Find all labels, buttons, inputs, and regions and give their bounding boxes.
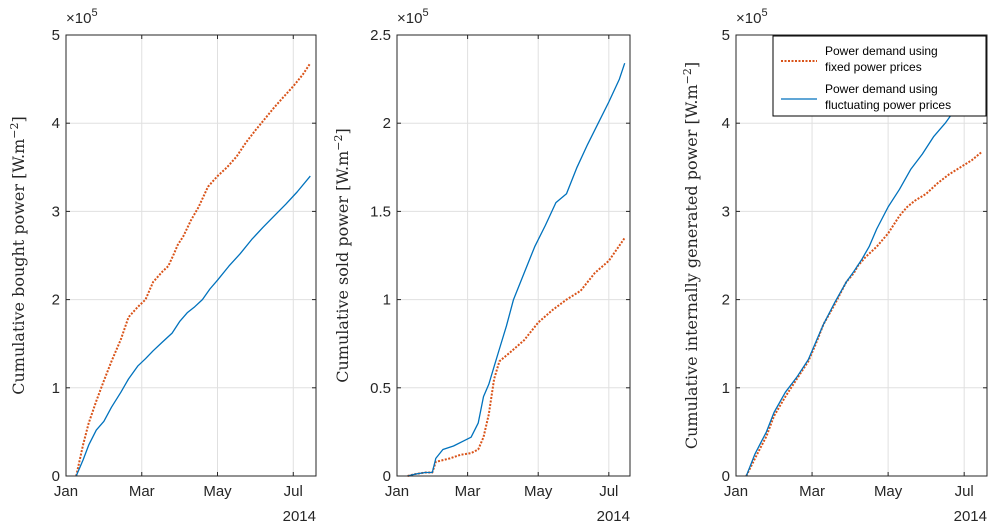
legend: Power demand using fixed power prices Powe… bbox=[772, 35, 987, 117]
y-axis-unit-close: ] bbox=[9, 116, 28, 122]
y-tick-label: 2.5 bbox=[370, 27, 391, 44]
y-axis-label-text: Cumulative bought power bbox=[9, 184, 28, 395]
legend-entry-line2: fixed power prices bbox=[825, 60, 922, 74]
x-year-label: 2014 bbox=[597, 508, 630, 525]
x-year-label: 2014 bbox=[283, 508, 316, 525]
y-tick-label: 0.5 bbox=[370, 380, 391, 397]
y-multiplier-base: ×10 bbox=[736, 10, 761, 27]
y-axis-label: Cumulative bought power [W.m−2] bbox=[8, 116, 28, 394]
x-tick-label: May bbox=[524, 483, 553, 500]
y-tick-label: 0 bbox=[722, 468, 730, 485]
plot-area bbox=[397, 35, 630, 476]
y-tick-label: 2 bbox=[383, 115, 391, 132]
series-line-fluctuating bbox=[75, 175, 311, 477]
y-tick-label: 2 bbox=[52, 292, 60, 309]
axes-box bbox=[735, 34, 988, 477]
chart-panel-2: Jan Mar May Jul 0 0.5 1 1.5 2 2.5 2014 ×105 Cumulati… bbox=[332, 7, 631, 525]
y-multiplier: ×105 bbox=[66, 7, 98, 27]
y-multiplier: ×105 bbox=[397, 7, 429, 27]
y-multiplier: ×105 bbox=[736, 7, 768, 27]
y-multiplier-exponent: 5 bbox=[422, 7, 428, 19]
y-tick-label: 3 bbox=[722, 203, 730, 220]
y-axis-label-text: Cumulative internally generated power bbox=[682, 129, 701, 449]
y-multiplier-exponent: 5 bbox=[91, 7, 97, 19]
y-axis-unit: [W.m bbox=[333, 151, 352, 191]
y-tick-label: 1.5 bbox=[370, 203, 391, 220]
legend-entry-line1: Power demand using bbox=[825, 44, 938, 58]
axes-box bbox=[65, 34, 317, 477]
x-tick-label: Mar bbox=[799, 483, 825, 500]
legend-entry-line1: Power demand using bbox=[825, 82, 938, 96]
x-tick-label: May bbox=[203, 483, 232, 500]
y-tick-label: 5 bbox=[52, 27, 60, 44]
legend-entry-line2: fluctuating power prices bbox=[825, 98, 951, 112]
plot-area bbox=[66, 35, 316, 476]
y-axis-unit: [W.m bbox=[9, 139, 28, 179]
y-multiplier-base: ×10 bbox=[397, 10, 422, 27]
y-tick-label: 1 bbox=[722, 380, 730, 397]
series-line-fluctuating bbox=[745, 112, 954, 477]
series-line-fluctuating bbox=[407, 62, 626, 477]
y-axis-unit: [W.m bbox=[682, 84, 701, 124]
y-multiplier-base: ×10 bbox=[66, 10, 91, 27]
x-year-label: 2014 bbox=[954, 508, 987, 525]
y-axis-unit-close: ] bbox=[682, 62, 701, 68]
y-tick-label: 1 bbox=[383, 292, 391, 309]
x-tick-label: May bbox=[874, 483, 903, 500]
y-axis-unit-exponent: −2 bbox=[681, 68, 694, 84]
legend-box bbox=[772, 35, 987, 117]
x-tick-label: Jul bbox=[955, 483, 974, 500]
x-tick-label: Jan bbox=[385, 483, 409, 500]
x-tick-label: Mar bbox=[455, 483, 481, 500]
y-multiplier-exponent: 5 bbox=[761, 7, 767, 19]
y-tick-label: 4 bbox=[52, 115, 60, 132]
y-tick-label: 1 bbox=[52, 380, 60, 397]
y-axis-unit-exponent: −2 bbox=[8, 123, 21, 139]
x-tick-label: Jan bbox=[724, 483, 748, 500]
y-tick-label: 5 bbox=[722, 27, 730, 44]
x-tick-label: Mar bbox=[129, 483, 155, 500]
y-axis-label: Cumulative sold power [W.m−2] bbox=[332, 128, 352, 383]
y-tick-label: 4 bbox=[722, 115, 730, 132]
y-tick-label: 0 bbox=[383, 468, 391, 485]
x-tick-label: Jul bbox=[284, 483, 303, 500]
y-axis-label: Cumulative internally generated power [W… bbox=[681, 62, 701, 449]
y-tick-label: 0 bbox=[52, 468, 60, 485]
y-axis-label-text: Cumulative sold power bbox=[333, 196, 352, 383]
y-tick-label: 3 bbox=[52, 203, 60, 220]
x-tick-label: Jan bbox=[54, 483, 78, 500]
series-line-fixed bbox=[75, 62, 312, 477]
y-axis-unit-exponent: −2 bbox=[332, 134, 345, 150]
axes-box bbox=[396, 34, 631, 477]
y-tick-label: 2 bbox=[722, 292, 730, 309]
x-tick-label: Jul bbox=[599, 483, 618, 500]
y-axis-unit-close: ] bbox=[333, 128, 352, 134]
